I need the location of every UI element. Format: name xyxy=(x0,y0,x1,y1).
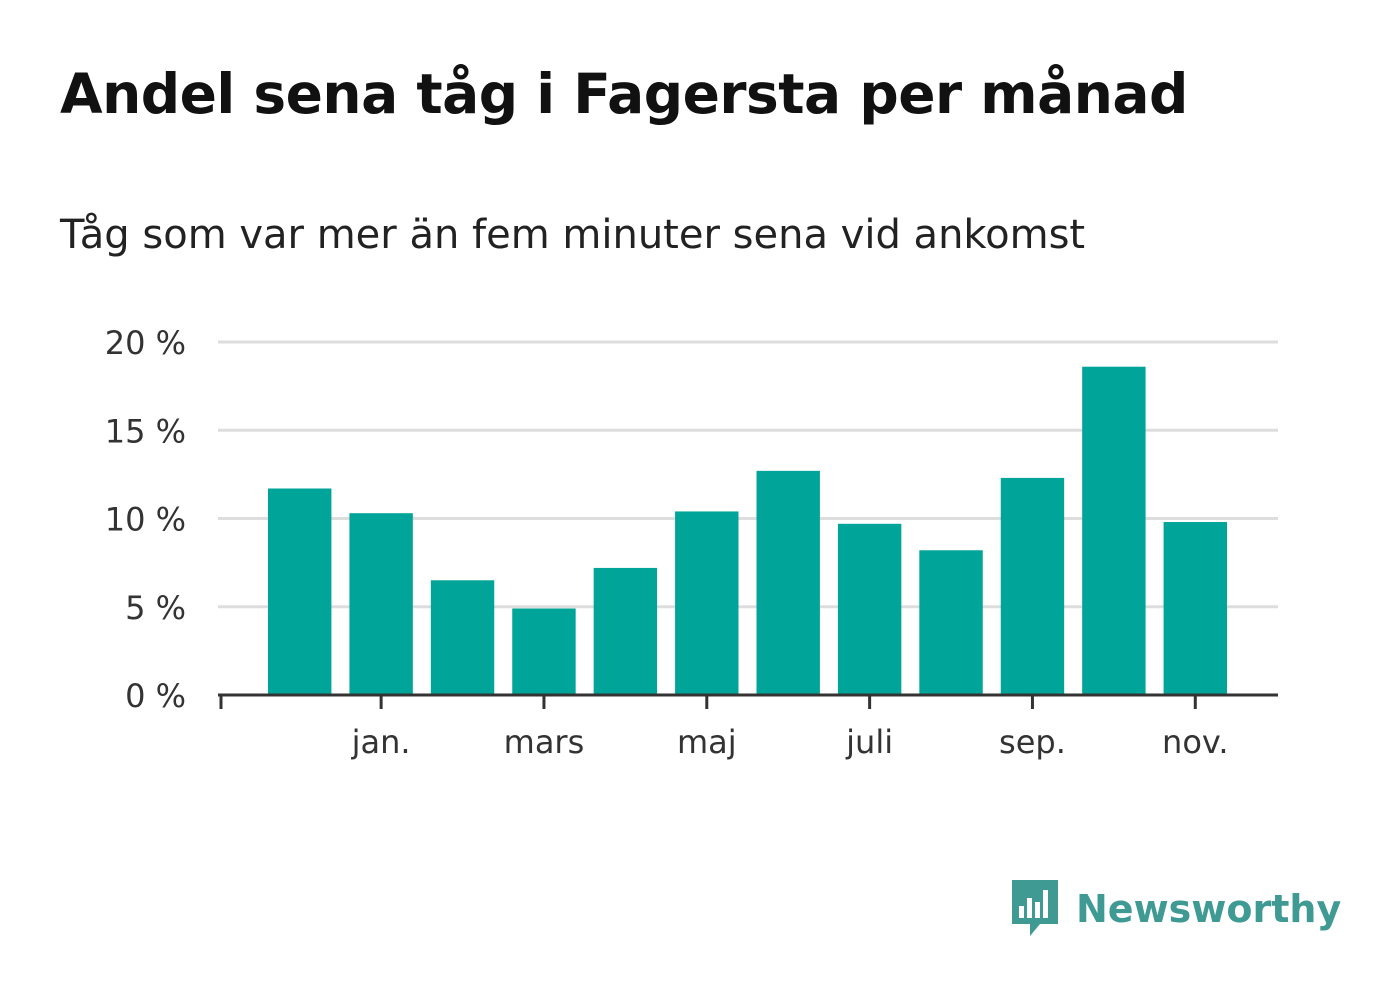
x-axis-ticks: jan. mars maj juli sep. nov. xyxy=(351,695,1229,761)
y-tick-label: 0 % xyxy=(125,677,186,715)
y-tick-label: 10 % xyxy=(105,501,186,539)
x-axis xyxy=(218,693,1278,709)
y-tick-label: 15 % xyxy=(105,412,186,450)
bar-aug xyxy=(919,550,983,695)
bar-dec xyxy=(268,488,332,695)
y-tick-label: 20 % xyxy=(105,324,186,362)
bar-sep xyxy=(1000,477,1065,695)
bar-okt xyxy=(1082,366,1146,695)
x-tick-label: nov. xyxy=(1162,723,1228,761)
bars xyxy=(268,366,1227,695)
newsworthy-logo: Newsworthy xyxy=(1010,878,1341,940)
brand-name: Newsworthy xyxy=(1076,887,1342,931)
bar-mars xyxy=(512,608,576,695)
bar-juni xyxy=(756,470,820,695)
x-tick-label: maj xyxy=(677,723,737,761)
x-tick-label: sep. xyxy=(999,723,1066,761)
x-tick-label: mars xyxy=(504,723,585,761)
chart-title: Andel sena tåg i Fagersta per månad xyxy=(60,62,1188,126)
chart-subtitle: Tåg som var mer än fem minuter sena vid … xyxy=(60,212,1086,258)
newsworthy-icon xyxy=(1012,880,1058,936)
bar-feb xyxy=(430,580,495,695)
x-tick-label: jan. xyxy=(351,723,411,761)
y-tick-label: 5 % xyxy=(125,589,186,627)
bar-maj xyxy=(675,511,739,695)
bar-juli xyxy=(837,523,902,695)
x-tick-label: juli xyxy=(845,723,893,761)
bar-jan xyxy=(349,513,413,695)
bar-apr xyxy=(593,567,658,695)
bar-nov xyxy=(1163,522,1227,695)
y-axis-ticks: 0 % 5 % 10 % 15 % 20 % xyxy=(105,324,186,715)
